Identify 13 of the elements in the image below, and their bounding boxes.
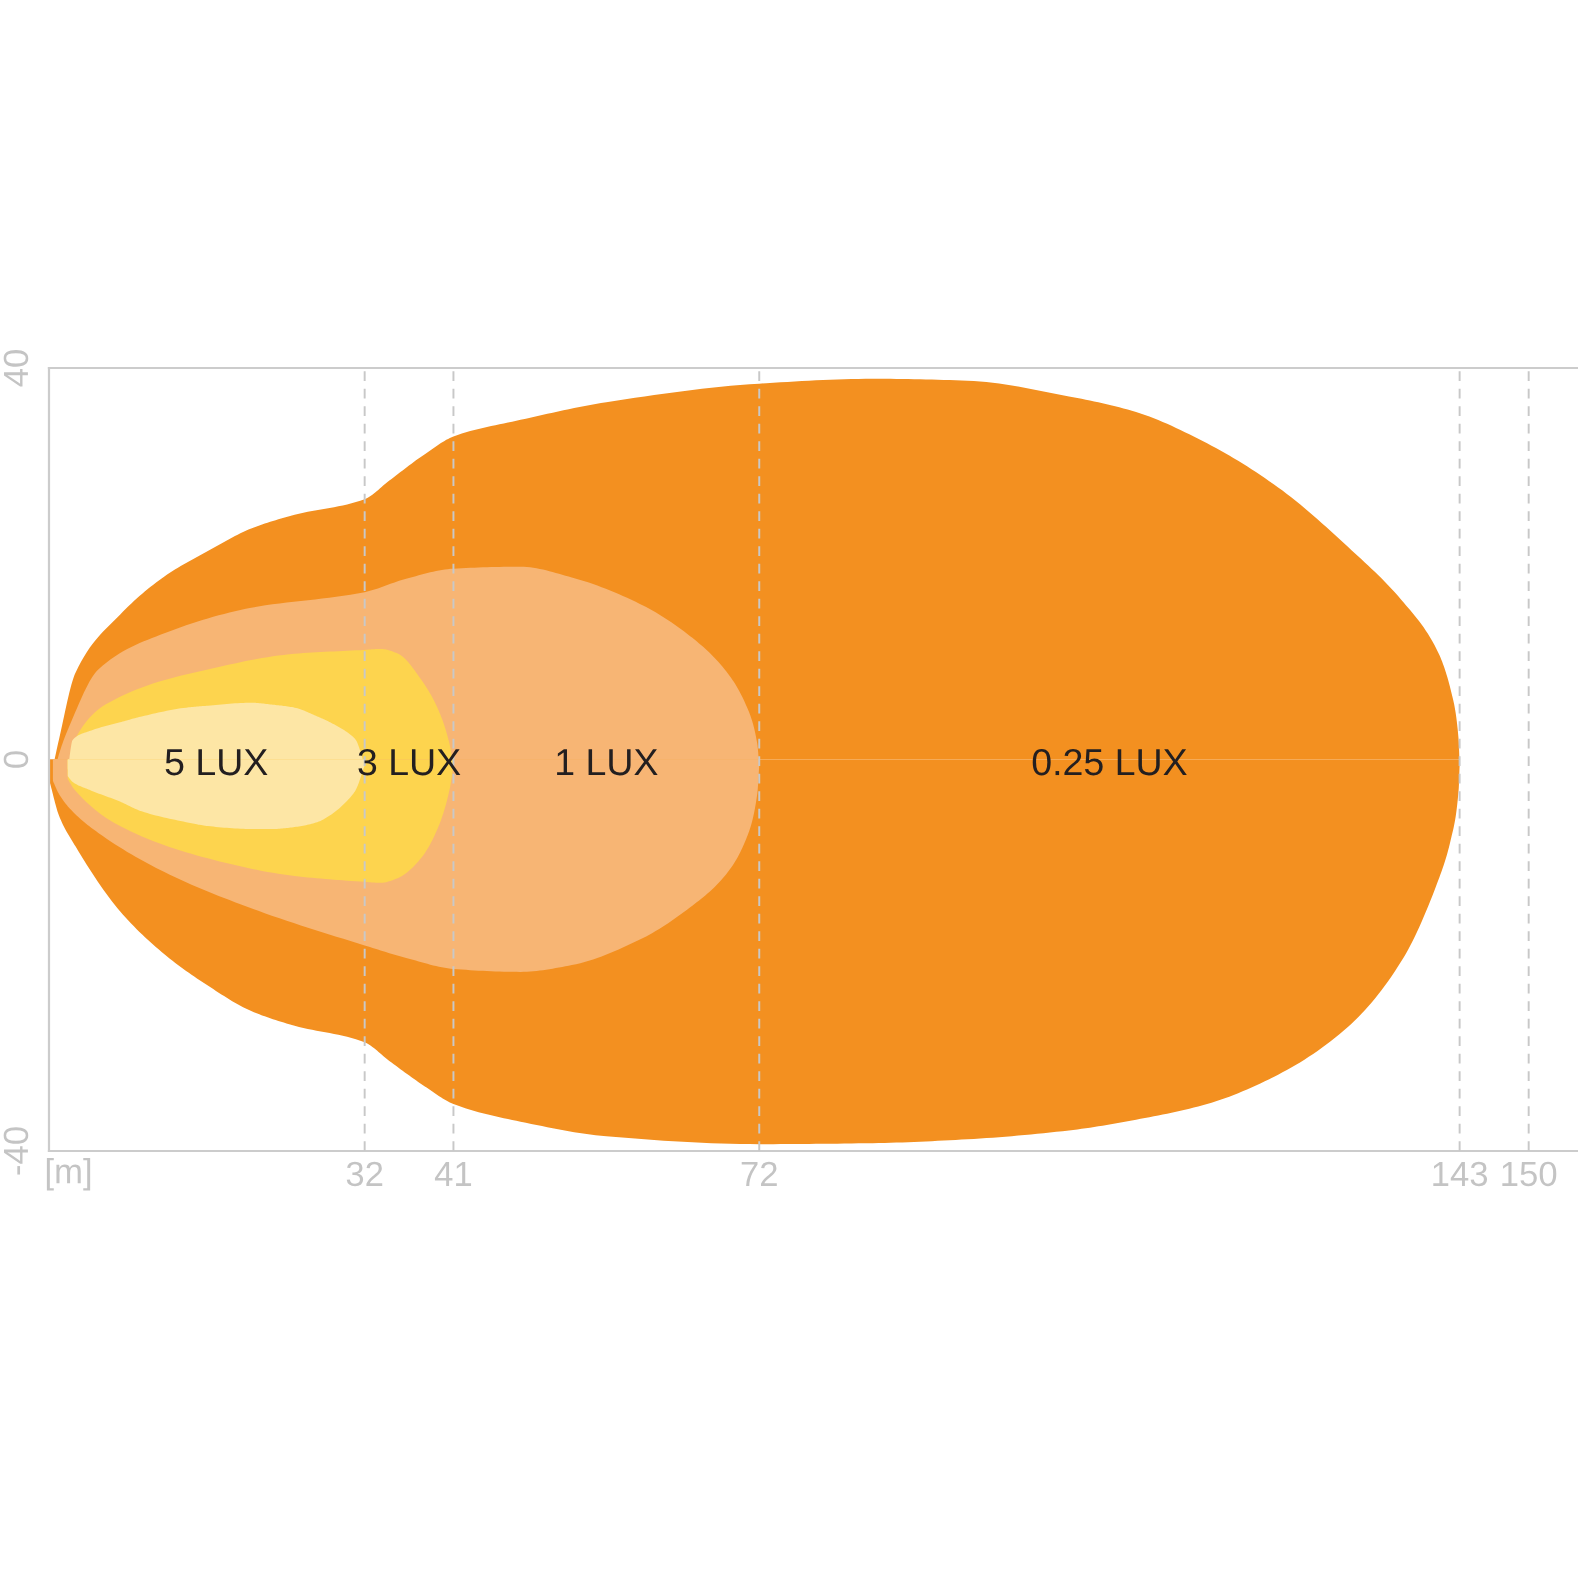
series-label: 1 LUX (557, 749, 658, 776)
x-tick-label: 41 (434, 1162, 472, 1186)
x-tick-label: 72 (741, 1161, 777, 1186)
y-tick-label: 40 (3, 350, 29, 387)
x-tick-label: 32 (346, 1161, 383, 1187)
x-axis-title: [m] (46, 1158, 91, 1191)
series-label: 3 LUX (358, 748, 461, 776)
series-label: 0.25 LUX (1032, 748, 1187, 776)
x-tick-label: 143 (1433, 1161, 1488, 1187)
x-tick-label: 150 (1502, 1161, 1557, 1187)
y-tick-label: -40 (3, 1127, 29, 1175)
series-label: 5 LUX (165, 749, 268, 776)
y-tick-label: 0 (3, 751, 29, 768)
